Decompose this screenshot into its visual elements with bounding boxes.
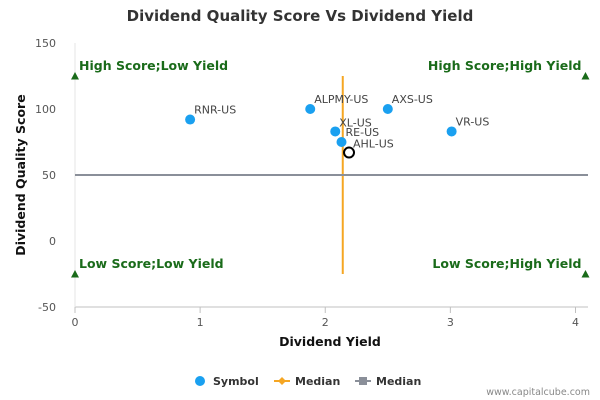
quadrant-label: High Score;High Yield <box>428 58 582 73</box>
data-point <box>446 126 457 137</box>
y-tick-label: -50 <box>38 301 56 314</box>
y-tick-label: 50 <box>42 169 56 182</box>
data-point-label: VR-US <box>456 115 490 128</box>
x-tick-label: 3 <box>447 316 454 329</box>
data-point-label: ALPMY-US <box>314 93 368 106</box>
quadrant-label: High Score;Low Yield <box>79 58 228 73</box>
x-tick-label: 1 <box>197 316 204 329</box>
x-tick-label: 2 <box>322 316 329 329</box>
x-tick-label: 0 <box>72 316 79 329</box>
quadrant-label: Low Score;High Yield <box>432 256 581 271</box>
y-axis-title: Dividend Quality Score <box>13 94 28 255</box>
quadrant-marker <box>71 270 79 278</box>
quadrant-labels: High Score;Low Yield High Score;High Yiel… <box>71 58 590 278</box>
x-axis-title: Dividend Yield <box>279 334 381 349</box>
y-tick-label: 100 <box>35 103 56 116</box>
data-point-label: XL-US <box>339 116 371 129</box>
y-axis: -50 0 50 100 150 <box>35 37 56 314</box>
chart-title: Dividend Quality Score Vs Dividend Yield <box>127 7 474 25</box>
data-point <box>305 104 316 114</box>
credit-text: www.capitalcube.com <box>486 387 590 398</box>
y-tick-label: 150 <box>35 37 56 50</box>
data-point <box>330 126 341 137</box>
data-point <box>336 137 347 147</box>
quadrant-marker <box>581 270 590 278</box>
data-point <box>185 114 196 125</box>
y-tick-label: 0 <box>49 235 56 248</box>
quadrant-marker <box>581 72 590 80</box>
data-point-label: RNR-US <box>194 104 236 117</box>
legend-label: Median <box>376 375 421 388</box>
quadrant-marker <box>71 72 79 80</box>
legend-symbol-marker <box>195 376 205 386</box>
legend-label: Median <box>295 375 340 388</box>
x-axis: 0 1 2 3 4 <box>72 307 579 329</box>
legend-label: Symbol <box>213 375 259 388</box>
quadrant-label: Low Score;Low Yield <box>79 256 224 271</box>
legend-median-marker <box>359 377 367 385</box>
data-point-label: RE-US <box>346 126 380 139</box>
legend: Symbol Median Median <box>195 375 421 388</box>
x-tick-label: 4 <box>572 316 579 329</box>
data-point <box>382 104 393 114</box>
median-lines <box>75 76 588 274</box>
highlight-point-label: AHL-US <box>353 138 394 151</box>
highlight-point <box>343 146 356 159</box>
legend-median-marker <box>278 377 286 385</box>
data-point-label: AXS-US <box>392 93 433 106</box>
